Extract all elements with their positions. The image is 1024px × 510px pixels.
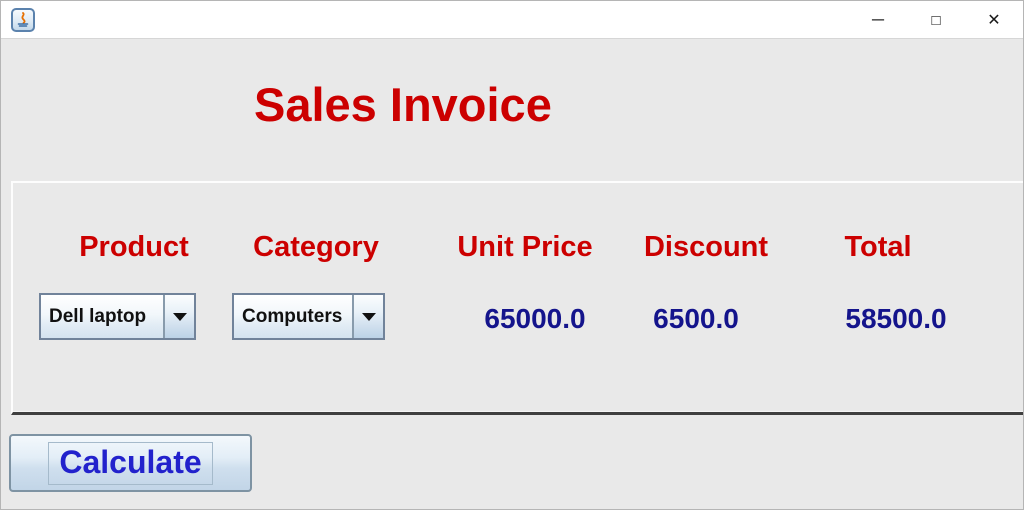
- total-value: 58500.0: [845, 303, 947, 334]
- product-dropdown[interactable]: Dell laptop: [39, 293, 196, 340]
- unit-price-label: Unit Price: [457, 231, 593, 263]
- product-label: Product: [79, 231, 189, 263]
- minimize-icon[interactable]: ─: [871, 10, 885, 29]
- chevron-down-icon: [172, 312, 187, 321]
- category-dropdown[interactable]: Computers: [232, 293, 385, 340]
- java-logo-icon: [11, 8, 35, 32]
- window-controls: ─ □ ✕: [849, 1, 1023, 39]
- category-dropdown-value: Computers: [242, 305, 343, 327]
- discount-value: 6500.0: [653, 303, 739, 334]
- product-dropdown-button[interactable]: [163, 295, 194, 338]
- calculate-button-focus-ring: Calculate: [48, 441, 213, 485]
- unit-price-value: 65000.0: [484, 303, 586, 334]
- total-label: Total: [844, 231, 912, 263]
- discount-label: Discount: [643, 231, 769, 263]
- category-label: Category: [253, 231, 379, 263]
- page-title: Sales Invoice: [254, 78, 552, 131]
- close-icon[interactable]: ✕: [987, 12, 1001, 29]
- product-dropdown-value: Dell laptop: [49, 305, 147, 327]
- calculate-button[interactable]: Calculate: [9, 434, 252, 492]
- titlebar[interactable]: ─ □ ✕: [1, 1, 1023, 39]
- chevron-down-icon: [361, 312, 376, 321]
- maximize-icon[interactable]: □: [931, 11, 941, 29]
- calculate-button-label: Calculate: [59, 443, 202, 480]
- category-dropdown-button[interactable]: [352, 295, 383, 338]
